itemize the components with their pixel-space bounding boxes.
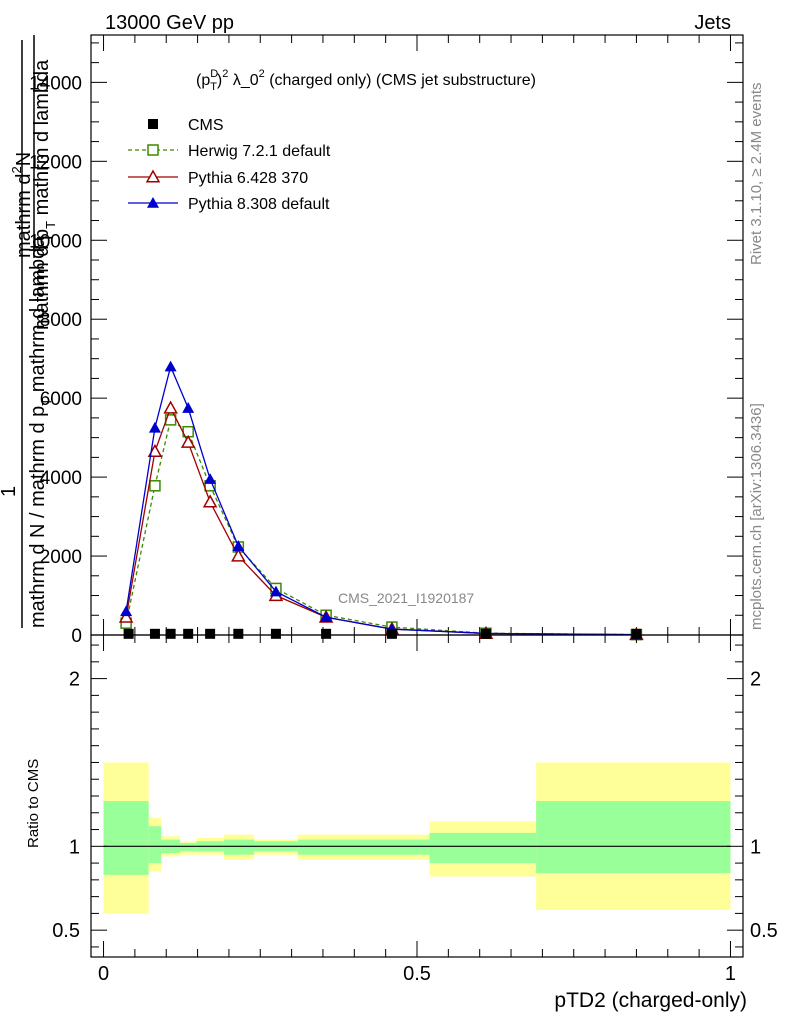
data-point [232,540,245,551]
ratio-ytick-label-right: 1 [750,836,761,858]
ratio-band-inner [223,839,254,855]
main-y-axis: 0 2000 4000 6000 8000 10000 12000 14000 [29,42,743,647]
data-point [183,628,194,639]
data-point [182,402,195,413]
main-ytick-label: 10000 [29,231,82,252]
data-point [480,628,491,639]
data-point [270,628,281,639]
data-point [321,628,332,639]
main-ytick-label: 14000 [29,73,82,94]
ratio-y-axis: 0.5 0.5 1 1 2 2 [52,644,778,948]
data-point [164,414,177,426]
ratio-ytick-label-right: 2 [750,669,761,691]
main-ytick-label: 12000 [29,152,82,173]
y-title-numerator: mathrm d2N [9,152,35,258]
legend-marker [145,169,161,183]
mcplots-label: mcplots.cern.ch [arXiv:1306.3436] [748,403,765,630]
data-point [165,628,176,639]
ratio-bands [103,762,731,914]
data-point [148,421,161,433]
x-axis-title: pTD2 (charged-only) [554,989,747,1012]
data-point [320,611,333,623]
ratio-xtick-label: 1 [725,963,736,985]
main-ytick-label: 4000 [40,468,82,489]
data-point [149,480,161,492]
data-point [204,473,217,484]
legend-item-cms: CMS [148,117,224,134]
legend-item-pythia-6-428-370: Pythia 6.428 370 [128,169,308,187]
data-point [202,494,218,508]
y-title-inner-denominator: mathrm d pT mathrm d lambda [31,59,58,330]
legend-item-herwig-7-2-1-default: Herwig 7.2.1 default [128,143,331,160]
ratio-y-axis-title: Ratio to CMS [25,759,42,848]
legend: CMS Herwig 7.2.1 default Pythia 6.428 370 P… [128,117,331,213]
ratio-band-inner [536,801,731,874]
legend-marker [147,197,159,208]
main-panel: 0 2000 4000 6000 8000 10000 12000 14000 (pD T)2 … [0,34,744,647]
series-line-herwig-7-2-1-default [125,418,637,636]
ratio-xtick-label: 0.5 [403,963,431,985]
main-ytick-label: 0 [71,626,82,647]
data-point [631,628,642,639]
data-point [386,628,397,639]
ratio-xtick-label: 0 [98,963,109,985]
data-point [123,628,134,639]
ratio-band-inner [297,839,430,855]
ratio-ytick-label-right: 0.5 [750,920,778,942]
ratio-x-axis: 0 0.5 1 [98,635,736,985]
main-series-group [118,360,644,641]
main-ytick-label: 2000 [40,547,82,568]
ratio-ytick-label: 1 [69,836,80,858]
legend-label: CMS [188,117,224,134]
ratio-panel: 0.5 0.51 12 2 0 0.5 1 Ratio to CMS pTD2 (char… [25,634,778,1012]
main-ytick-label: 6000 [40,389,82,410]
data-point [233,628,244,639]
ratio-ytick-label: 0.5 [52,920,80,942]
data-point [231,548,246,562]
ratio-band-inner [180,842,197,852]
data-point [205,628,216,639]
data-point [118,609,134,623]
data-point [164,360,177,372]
rivet-version-label: Rivet 3.1.10, ≥ 2.4M events [748,83,765,266]
data-point [269,585,282,597]
legend-label: Herwig 7.2.1 default [188,143,331,160]
legend-marker [147,144,159,156]
ratio-band-inner [429,832,537,864]
legend-item-pythia-8-308-default: Pythia 8.308 default [128,196,330,213]
legend-marker [148,119,158,129]
data-point [180,434,196,448]
ratio-band-inner [148,826,162,864]
data-point [149,628,160,639]
legend-label: Pythia 8.308 default [188,196,330,213]
main-y-axis-title: mathrm d2N mathrm d pT mathrm d lambda 1… [0,35,58,628]
data-point [120,605,133,617]
ratio-band-inner [103,801,149,875]
header-analysis-label: Jets [694,12,731,34]
y-title-one: 1 [0,486,20,497]
ratio-ytick-label: 2 [69,669,80,691]
main-ytick-label: 8000 [40,310,82,331]
y-title-outer-denominator: mathrm d N / mathrm d pT mathrm d lambda [27,236,54,628]
header-collision-label: 13000 GeV pp [105,12,234,34]
series-cms [123,628,642,639]
analysis-watermark: CMS_2021_I1920187 [338,590,474,606]
legend-label: Pythia 6.428 370 [188,170,308,187]
plot-title: (pD T)2 λ_02 (charged only) (CMS jet subs… [196,68,536,93]
data-point [163,400,178,414]
